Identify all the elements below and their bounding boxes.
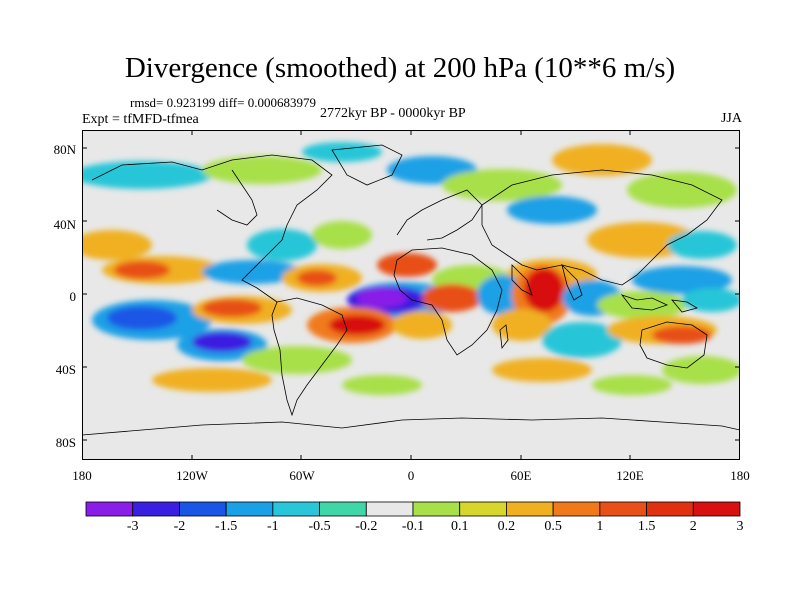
lon-tick-120e: 120E <box>616 468 644 483</box>
colorbar <box>85 501 741 517</box>
lon-tick-0: 0 <box>407 468 415 483</box>
colorbar-label-10: 1 <box>596 519 604 534</box>
colorbar-swatch-9 <box>506 501 554 517</box>
lat-tick-80s: 80S <box>55 435 76 450</box>
colorbar-swatch-7 <box>412 501 461 517</box>
divergence-field <box>82 142 740 395</box>
experiment-label: Expt = tfMFD-tfmea <box>82 112 199 127</box>
plot-title: Divergence (smoothed) at 200 hPa (10**6 … <box>124 52 676 84</box>
coastlines <box>82 144 740 436</box>
lon-tick-180e: 180 <box>730 468 750 483</box>
colorbar-label-4: -0.5 <box>308 519 331 534</box>
colorbar-swatch-13 <box>692 501 741 517</box>
period-label: 2772kyr BP - 0000kyr BP <box>320 106 466 121</box>
colorbar-label-3: -1 <box>267 519 279 534</box>
colorbar-label-8: 0.2 <box>497 519 516 534</box>
colorbar-swatch-8 <box>459 501 507 517</box>
colorbar-label-1: -2 <box>173 519 186 534</box>
stats-line: rmsd= 0.923199 diff= 0.000683979 <box>130 95 316 110</box>
colorbar-swatch-12 <box>646 501 694 517</box>
colorbar-label-5: -0.2 <box>355 519 378 534</box>
colorbar-swatch-3 <box>225 501 274 517</box>
lat-tick-40n: 40N <box>53 217 76 232</box>
lon-tick-180w: 180 <box>72 468 92 483</box>
colorbar-swatch-0 <box>85 501 134 517</box>
colorbar-label-12: 2 <box>689 519 697 534</box>
colorbar-label-13: 3 <box>736 519 744 534</box>
colorbar-swatch-10 <box>552 501 601 517</box>
colorbar-label-9: 0.5 <box>544 519 562 534</box>
season-label: JJA <box>720 111 742 126</box>
colorbar-label-2: -1.5 <box>215 519 238 534</box>
colorbar-swatch-1 <box>132 501 180 517</box>
colorbar-swatch-6 <box>365 501 414 517</box>
lon-tick-60w: 60W <box>289 468 315 483</box>
axis-ticks <box>82 130 740 460</box>
lat-tick-40s: 40S <box>55 362 76 377</box>
lon-tick-120w: 120W <box>176 468 208 483</box>
colorbar-label-11: 1.5 <box>637 519 656 534</box>
colorbar-label-6: -0.1 <box>401 519 425 534</box>
colorbar-swatch-5 <box>319 501 367 517</box>
colorbar-label-0: -3 <box>126 519 139 534</box>
colorbar-swatch-4 <box>272 501 320 517</box>
colorbar-swatch-11 <box>599 501 647 517</box>
lon-tick-60e: 60E <box>510 468 532 483</box>
colorbar-swatch-2 <box>179 501 227 517</box>
lat-tick-0: 0 <box>69 289 77 304</box>
lat-tick-80n: 80N <box>53 142 76 157</box>
divergence-map <box>82 130 740 460</box>
colorbar-label-7: 0.1 <box>450 519 469 534</box>
